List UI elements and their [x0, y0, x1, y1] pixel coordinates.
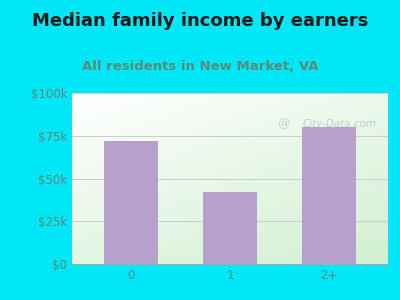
Text: All residents in New Market, VA: All residents in New Market, VA: [82, 60, 318, 73]
Text: City-Data.com: City-Data.com: [303, 119, 377, 129]
Bar: [302, 127, 356, 264]
Text: Median family income by earners: Median family income by earners: [32, 12, 368, 30]
Bar: [203, 192, 257, 264]
Bar: [104, 141, 158, 264]
Text: @: @: [278, 117, 290, 130]
